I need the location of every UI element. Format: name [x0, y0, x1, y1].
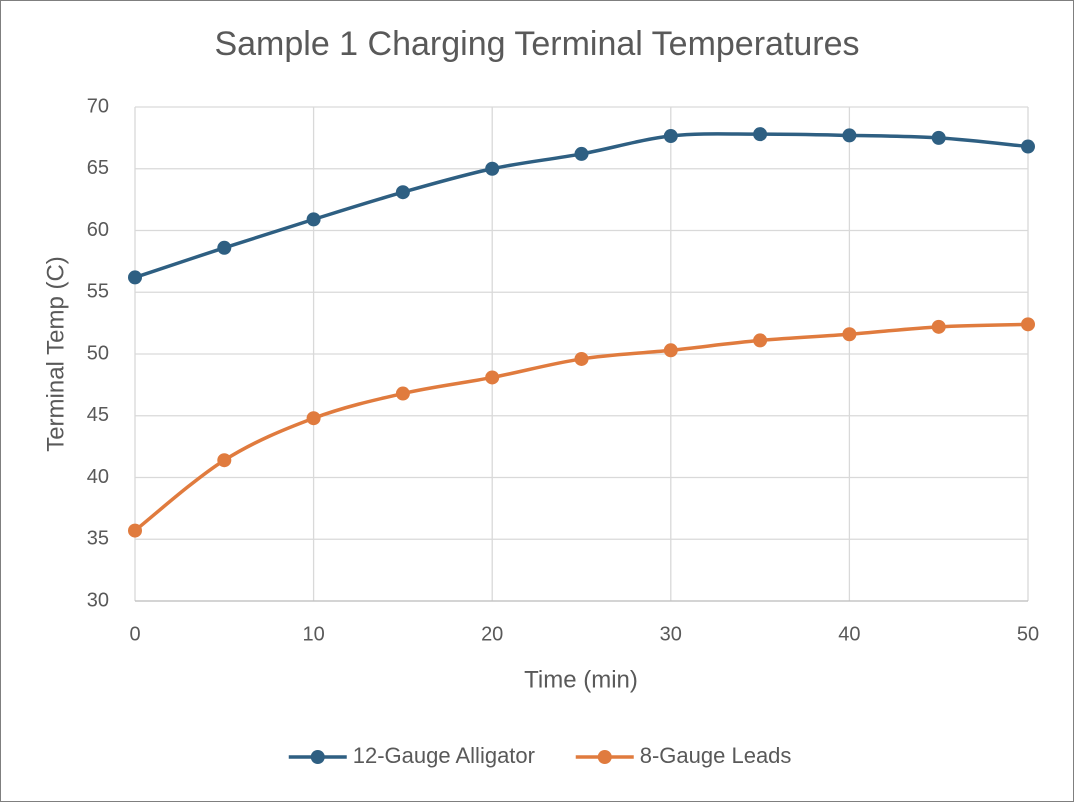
marker: [931, 130, 946, 145]
marker: [128, 523, 142, 538]
marker: [306, 411, 321, 426]
marker: [395, 386, 410, 401]
y-tick-label: 50: [87, 342, 109, 364]
y-tick-label: 65: [87, 157, 109, 179]
marker: [753, 333, 768, 348]
marker: [753, 127, 768, 142]
y-tick-label: 40: [87, 466, 109, 488]
marker: [395, 185, 410, 200]
x-tick-label: 20: [481, 623, 503, 645]
marker: [663, 343, 678, 358]
x-tick-label: 10: [302, 623, 324, 645]
y-tick-label: 70: [87, 95, 109, 117]
marker: [842, 128, 857, 143]
x-tick-label: 30: [660, 623, 682, 645]
marker: [574, 146, 589, 161]
marker: [842, 327, 857, 342]
legend-marker: [310, 750, 325, 764]
x-axis-title: Time (min): [524, 666, 638, 693]
legend-marker: [597, 750, 612, 764]
marker: [663, 129, 678, 144]
marker: [574, 351, 589, 366]
y-tick-label: 55: [87, 281, 109, 303]
marker: [485, 161, 500, 176]
marker: [128, 270, 142, 285]
y-tick-label: 35: [87, 528, 109, 550]
legend-label: 12-Gauge Alligator: [353, 743, 535, 768]
marker: [1021, 317, 1035, 332]
y-tick-label: 45: [87, 404, 109, 426]
x-tick-label: 40: [838, 623, 860, 645]
y-tick-label: 60: [87, 219, 109, 241]
marker: [306, 212, 321, 227]
marker: [1021, 139, 1035, 154]
x-tick-label: 0: [129, 623, 140, 645]
marker: [217, 453, 232, 468]
x-tick-label: 50: [1017, 623, 1039, 645]
marker: [217, 240, 232, 255]
y-axis-title: Terminal Temp (C): [42, 256, 69, 452]
marker: [931, 319, 946, 334]
chart-title: Sample 1 Charging Terminal Temperatures: [214, 25, 859, 63]
marker: [485, 370, 500, 385]
y-tick-label: 30: [87, 589, 109, 611]
legend-label: 8-Gauge Leads: [640, 743, 792, 768]
